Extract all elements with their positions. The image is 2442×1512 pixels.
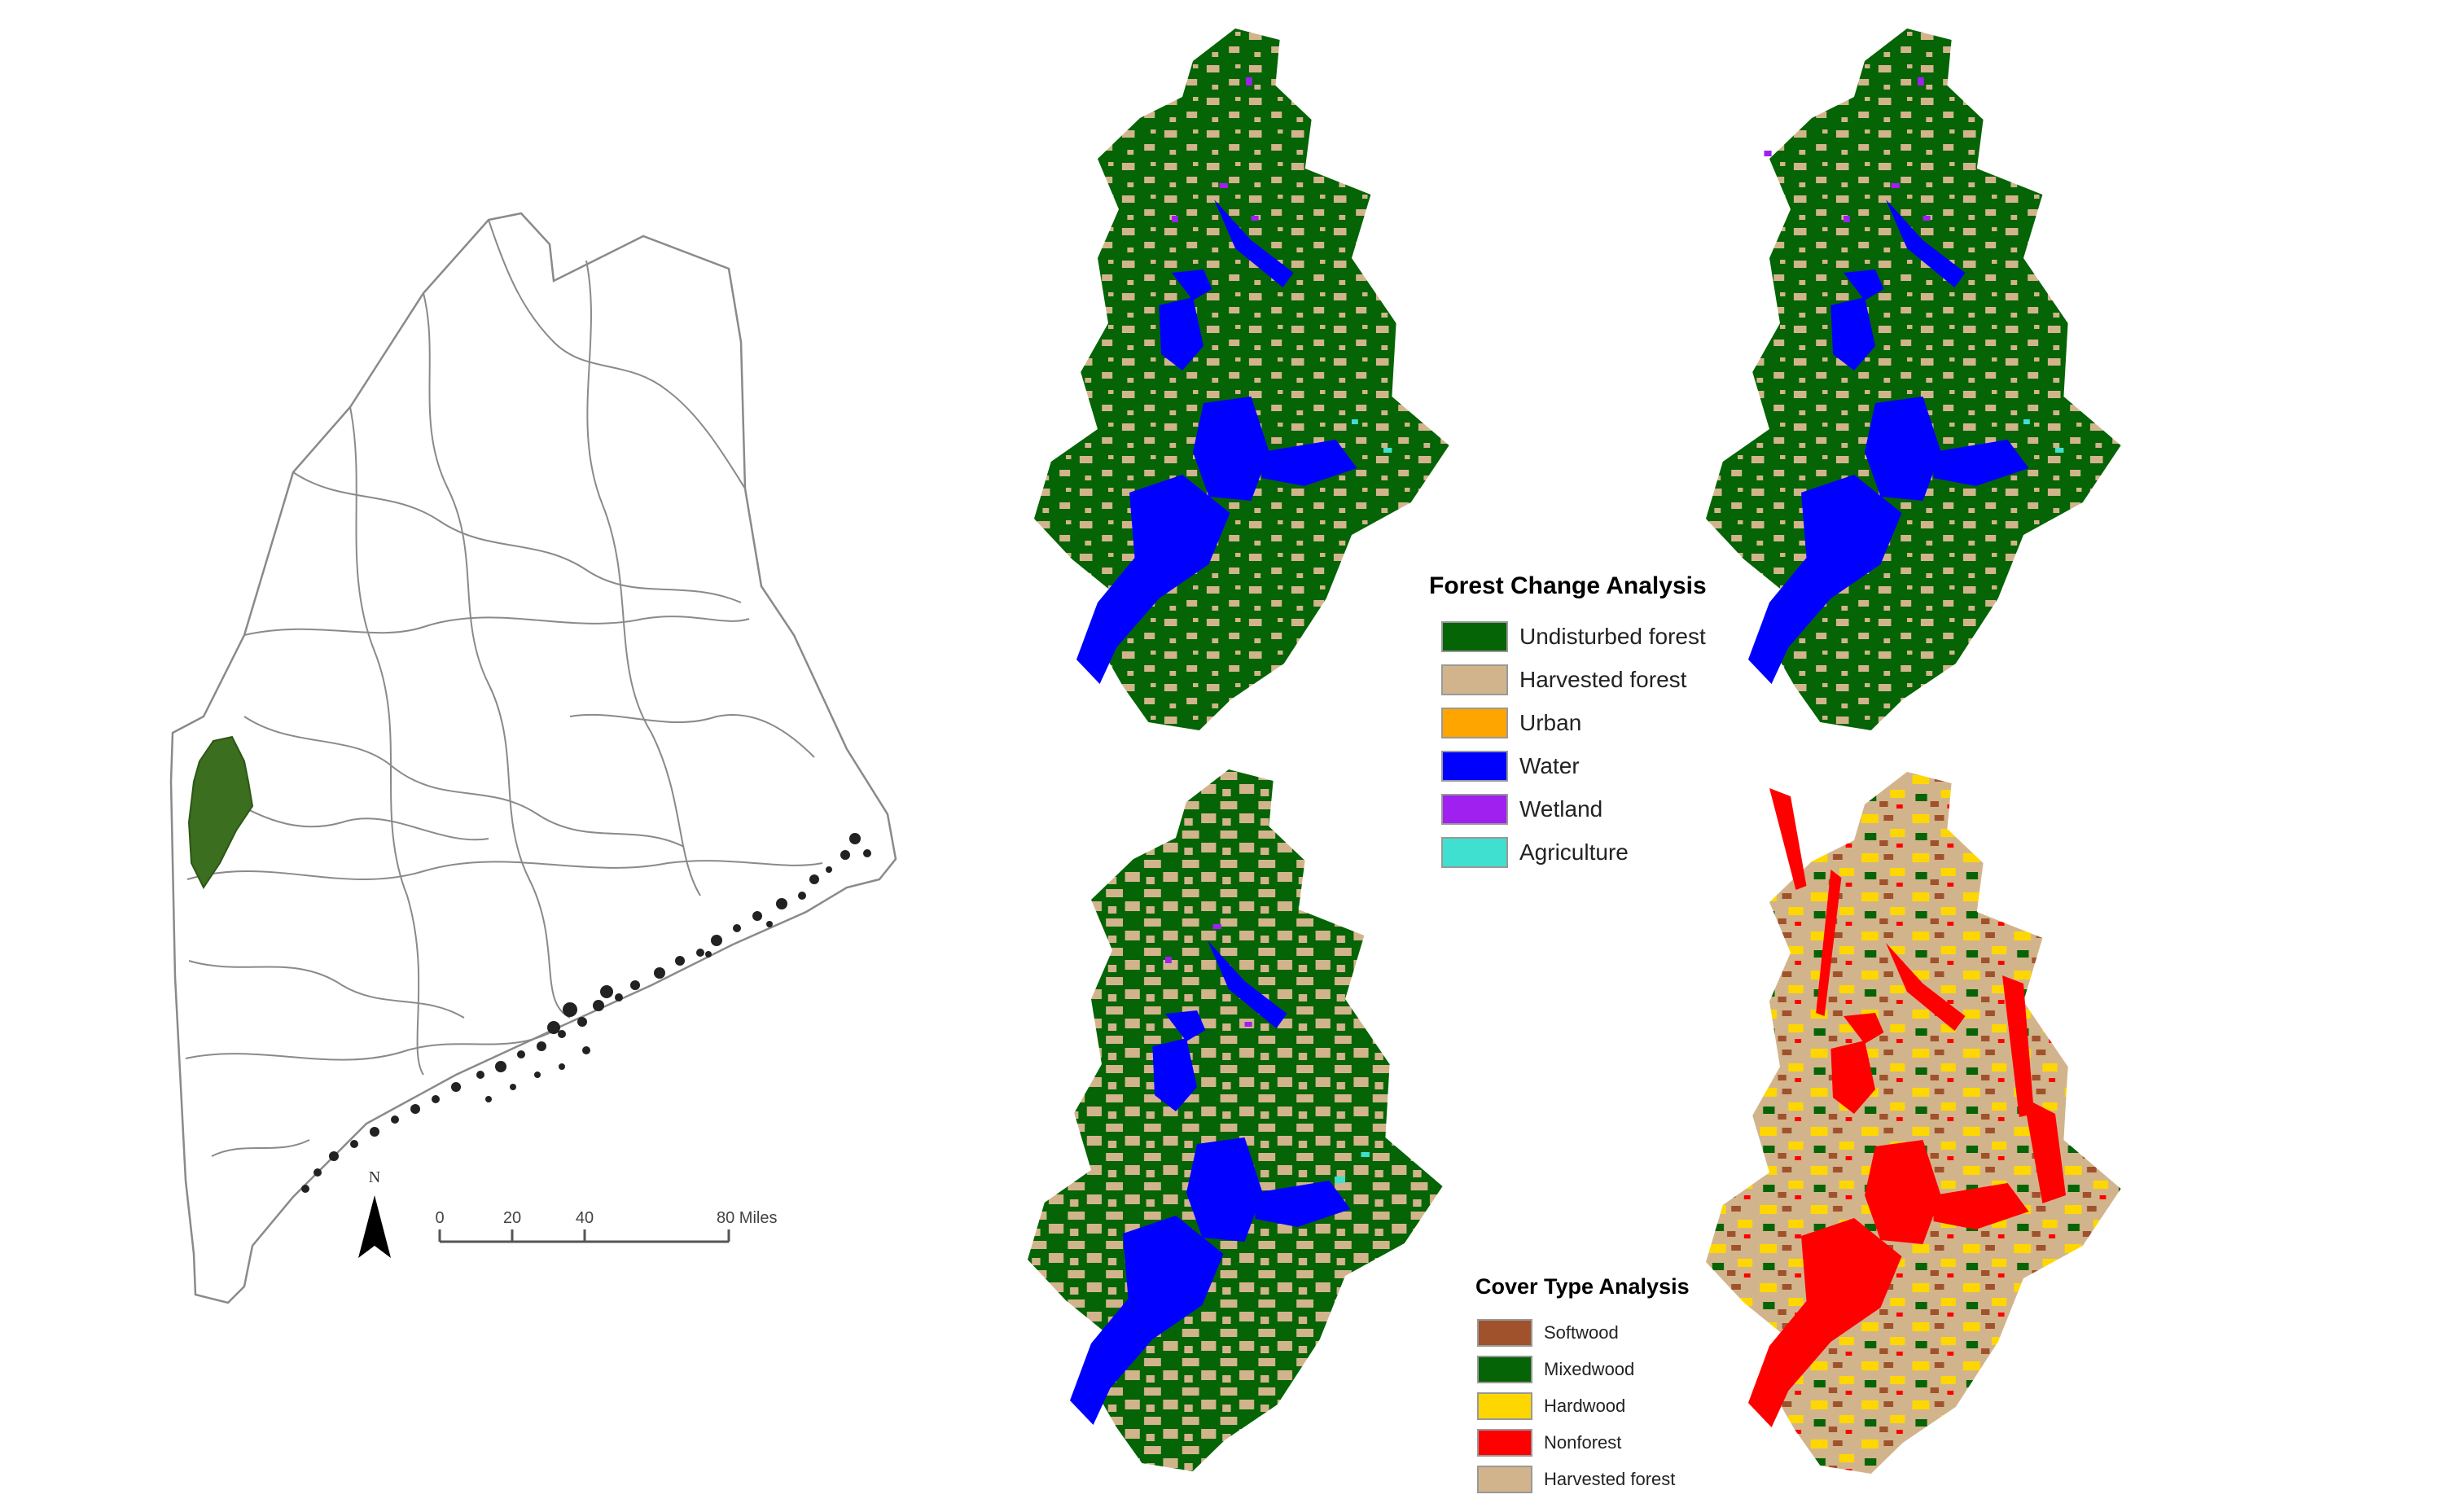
legend-item-nonforest: Nonforest	[1477, 1429, 1621, 1457]
legend-swatch	[1477, 1429, 1532, 1457]
cover-type-legend-title: Cover Type Analysis	[1475, 1274, 1690, 1299]
wetland-patches	[1764, 77, 1931, 222]
legend-label: Urban	[1519, 710, 1582, 735]
legend-label: Harvested forest	[1544, 1469, 1676, 1489]
study-watershed-highlight	[187, 735, 254, 889]
legend-label: Harvested forest	[1519, 667, 1687, 692]
legend-swatch	[1441, 837, 1508, 868]
legend-item-water: Water	[1441, 751, 1580, 782]
scale-bar-labels: 0 20 40 80 Miles	[435, 1209, 777, 1227]
legend-item-harvested-forest: Harvested forest	[1477, 1466, 1675, 1493]
wetland-patches	[1165, 924, 1252, 1027]
water-bodies	[1076, 199, 1357, 684]
legend-item-undisturbed-forest: Undisturbed forest	[1441, 621, 1706, 652]
legend-swatch	[1477, 1356, 1532, 1383]
maine-state-map	[169, 212, 897, 1304]
wetland-patches	[1172, 77, 1259, 222]
legend-label: Hardwood	[1544, 1396, 1626, 1416]
watershed-map-bottom-right	[1706, 772, 2121, 1474]
legend-swatch	[1441, 708, 1508, 738]
scale-tick-40: 40	[576, 1209, 594, 1227]
agriculture-patches	[2023, 419, 2064, 453]
legend-label: Softwood	[1544, 1322, 1619, 1343]
legend-label: Undisturbed forest	[1519, 624, 1706, 649]
legend-swatch	[1477, 1466, 1532, 1493]
legend-item-softwood: Softwood	[1477, 1319, 1619, 1347]
legend-item-urban: Urban	[1441, 708, 1581, 738]
legend-swatch	[1441, 621, 1508, 652]
scale-bar	[438, 1229, 730, 1243]
agriculture-patches	[1335, 1152, 1370, 1183]
north-arrow: N	[358, 1168, 391, 1258]
legend-label: Nonforest	[1544, 1432, 1622, 1453]
agriculture-patches	[1352, 419, 1392, 453]
legend-item-agriculture: Agriculture	[1441, 837, 1629, 868]
scale-tick-80-miles: 80 Miles	[717, 1209, 777, 1227]
maine-outline	[169, 212, 897, 1304]
legend-swatch	[1477, 1392, 1532, 1420]
legend-item-hardwood: Hardwood	[1477, 1392, 1625, 1420]
scale-tick-20: 20	[503, 1209, 521, 1227]
legend-label: Water	[1519, 753, 1580, 778]
nonforest-bodies	[1748, 788, 2066, 1427]
scale-tick-0: 0	[435, 1209, 444, 1227]
legend-label: Agriculture	[1519, 839, 1629, 865]
legend-swatch	[1441, 751, 1508, 782]
watershed-boundaries	[185, 219, 823, 1157]
legend-swatch	[1477, 1319, 1532, 1347]
watershed-map-top-left	[1034, 28, 1449, 730]
north-arrow-icon	[358, 1195, 391, 1258]
legend-label: Mixedwood	[1544, 1359, 1635, 1379]
legend-label: Wetland	[1519, 796, 1603, 822]
water-bodies	[1748, 199, 2029, 684]
legend-item-mixedwood: Mixedwood	[1477, 1356, 1634, 1383]
coastline-islands	[301, 833, 871, 1193]
legend-item-harvested-forest: Harvested forest	[1441, 664, 1686, 695]
water-bodies	[1070, 940, 1351, 1425]
forest-change-legend-title: Forest Change Analysis	[1429, 572, 1707, 599]
north-arrow-label: N	[369, 1168, 380, 1186]
legend-swatch	[1441, 794, 1508, 825]
watershed-map-top-right	[1706, 28, 2121, 730]
legend-swatch	[1441, 664, 1508, 695]
watershed-map-bottom-left	[1028, 769, 1443, 1471]
legend-item-wetland: Wetland	[1441, 794, 1602, 825]
